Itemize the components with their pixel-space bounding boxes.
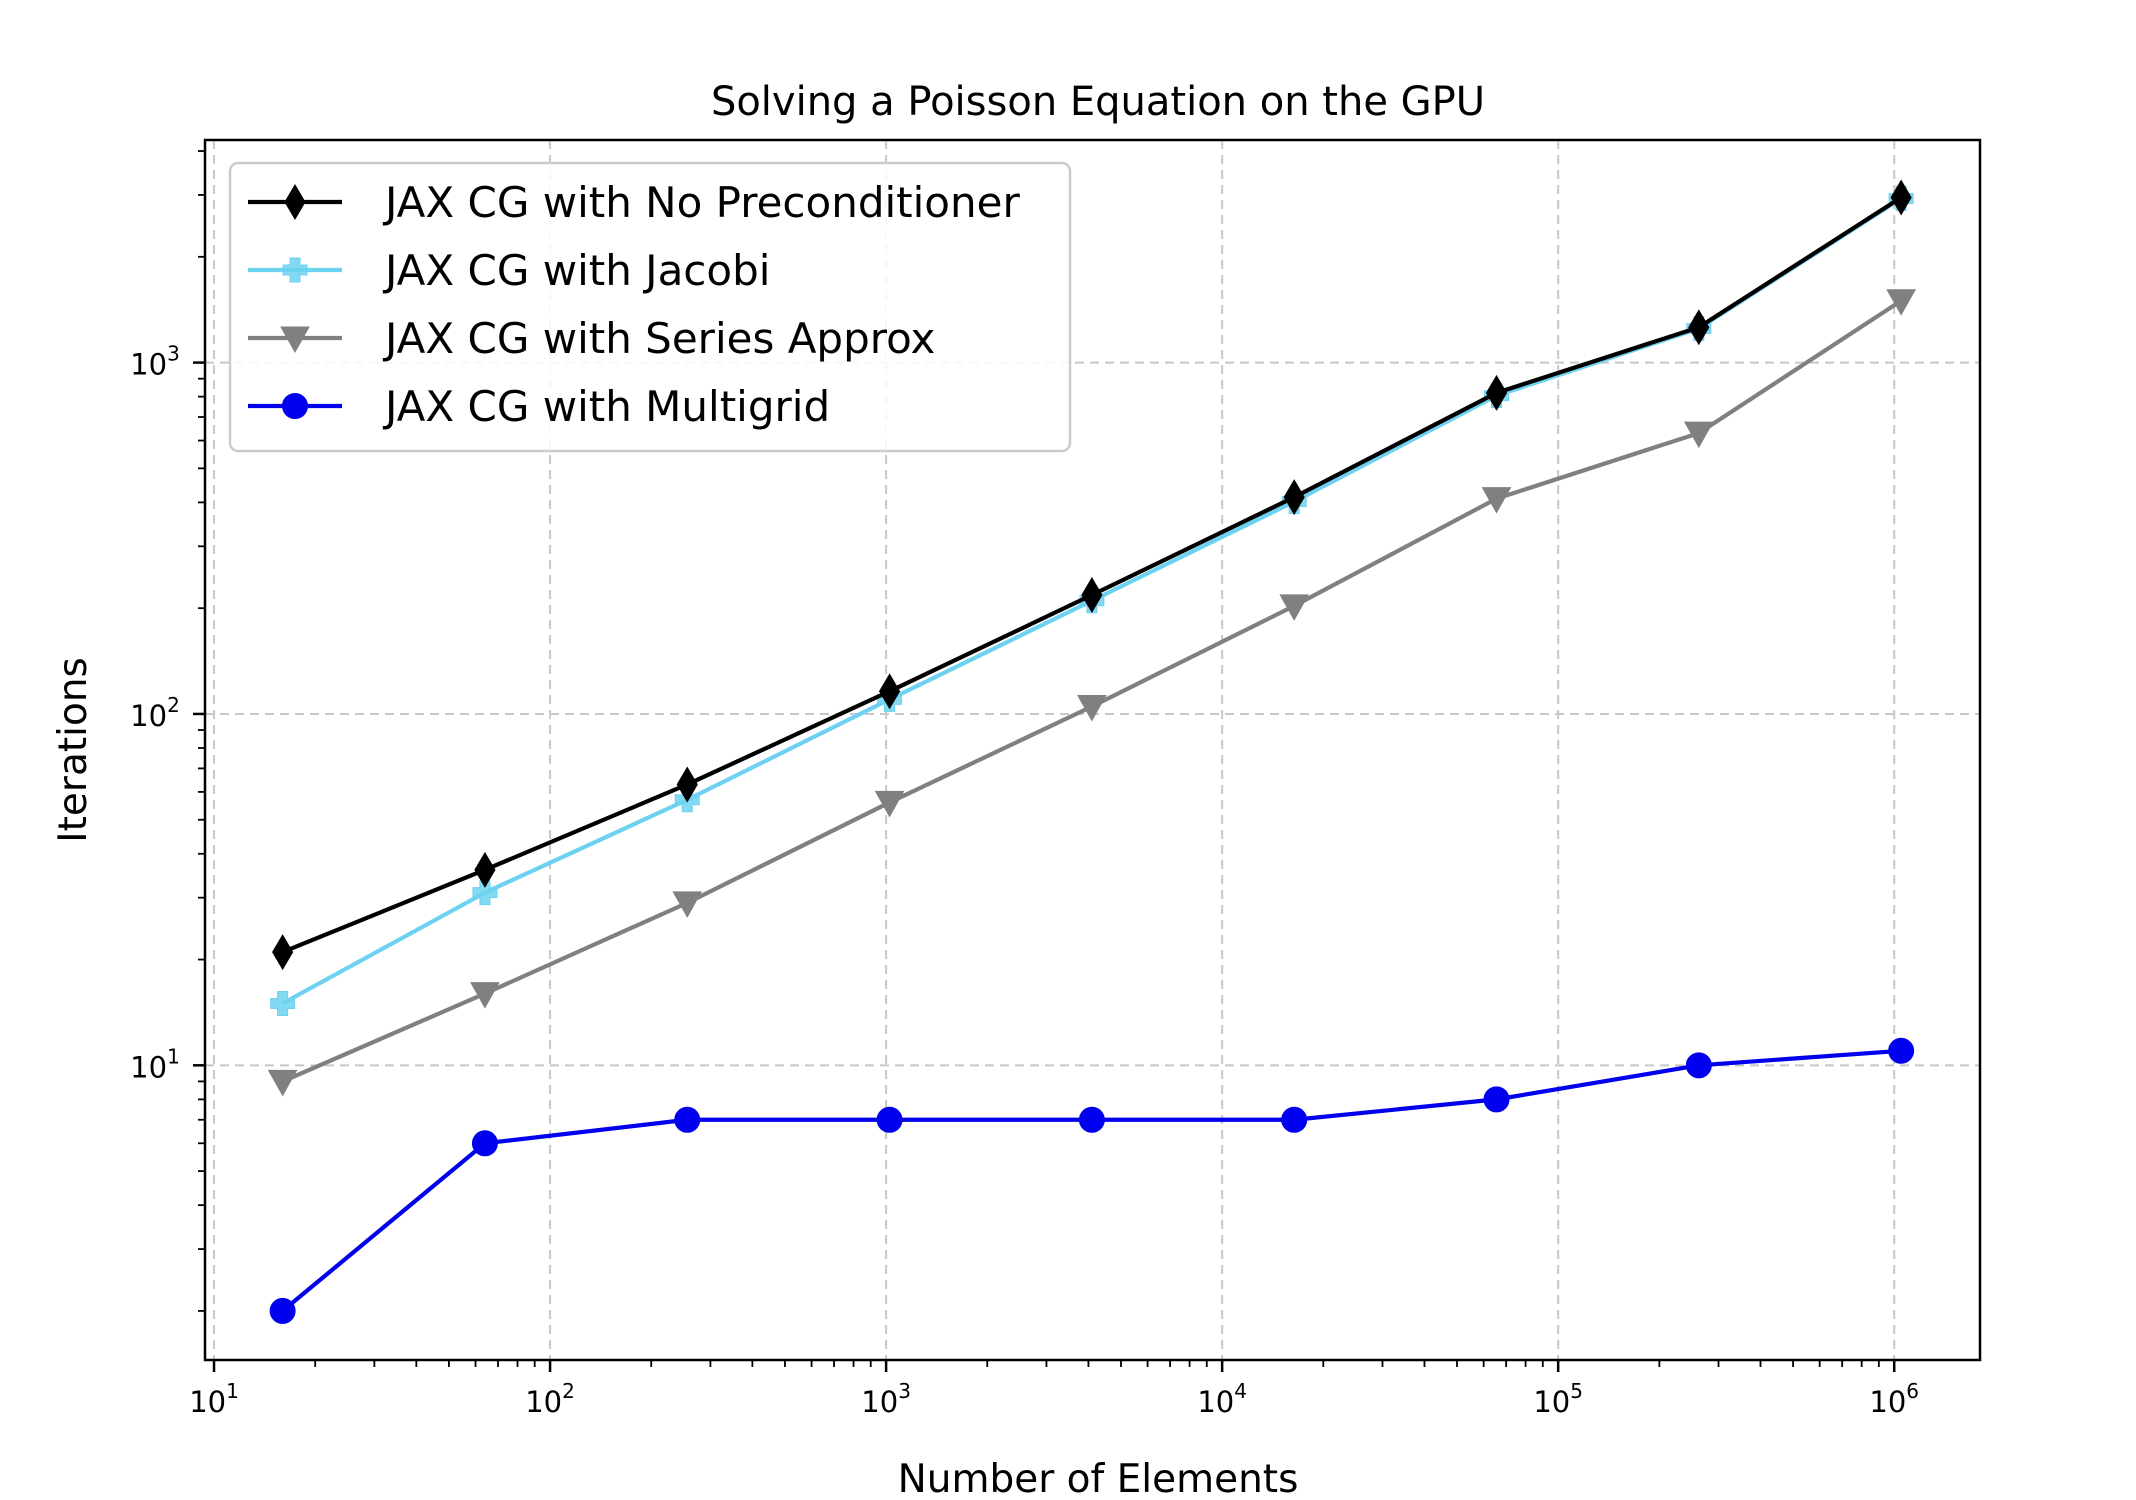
x-tick-label: 106 [1869,1379,1919,1419]
data-point-marker [272,934,294,971]
x-tick-exponent: 4 [1234,1379,1247,1403]
series-layer [267,179,1916,1324]
data-point-marker [270,990,296,1016]
series-2 [267,289,1916,1097]
y-tick-exponent: 1 [167,1044,180,1068]
y-tick-base: 10 [130,699,167,733]
legend-label: JAX CG with Jacobi [382,246,770,295]
legend-marker [284,184,306,220]
chart-title: Solving a Poisson Equation on the GPU [711,79,1485,125]
x-tick-exponent: 6 [1906,1379,1919,1403]
y-tick-label: 103 [130,342,180,382]
legend-marker [282,257,308,283]
data-point-marker [470,982,500,1009]
y-tick-exponent: 3 [167,342,180,366]
data-point-marker [269,1297,296,1324]
legend-label: JAX CG with Series Approx [382,314,935,363]
y-tick-exponent: 2 [167,693,180,717]
x-tick-label: 105 [1533,1379,1583,1419]
legend-entries: JAX CG with No Preconditioner JAX CG with… [248,178,1020,431]
data-point-marker [1081,577,1103,614]
data-point-marker [1485,374,1508,411]
data-point-marker [474,851,496,888]
data-point-marker [876,1106,903,1133]
plot-frame [203,138,1982,1362]
legend-entry: JAX CG with Jacobi [248,246,770,295]
x-tick-exponent: 3 [898,1379,911,1403]
data-point-marker [1688,309,1710,346]
y-tick-label: 101 [130,1044,180,1084]
data-point-marker [1886,289,1916,316]
x-tick-base: 10 [525,1385,562,1419]
data-point-marker [267,1069,298,1097]
data-point-marker [1683,421,1714,449]
series-0 [272,179,1912,971]
series-3 [269,1037,1915,1324]
x-tick-base: 10 [1869,1385,1906,1419]
x-tick-label: 104 [1197,1379,1247,1419]
data-point-marker [874,790,905,818]
legend-entry: JAX CG with No Preconditioner [248,178,1020,227]
x-tick-base: 10 [189,1385,226,1419]
legend-box [228,161,1072,453]
x-tick-base: 10 [1197,1385,1234,1419]
x-axis-title: Number of Elements [898,1457,1299,1500]
data-point-marker [672,891,703,918]
x-tick-label: 103 [861,1379,911,1419]
y-tick-label: 102 [130,693,180,733]
data-point-marker [1483,1086,1510,1113]
y-tick-base: 10 [130,348,167,382]
data-point-marker [1890,179,1912,216]
y-tick-base: 10 [130,1050,167,1084]
data-point-marker [878,673,901,710]
x-tick-base: 10 [861,1385,898,1419]
legend-label: JAX CG with Multigrid [382,382,830,431]
x-tick-label: 101 [189,1379,239,1419]
data-point-marker [472,880,498,906]
x-tick-exponent: 5 [1570,1379,1583,1403]
legend-entry: JAX CG with Series Approx [248,314,935,363]
legend-entry: JAX CG with Multigrid [248,382,830,431]
data-point-marker [1888,1037,1915,1064]
data-point-marker [471,1130,498,1157]
x-tick-label: 102 [525,1379,575,1419]
legend-marker [280,326,310,354]
data-point-marker [1281,1106,1308,1133]
data-point-marker [1077,695,1107,722]
data-point-marker [1685,1052,1712,1079]
x-tick-exponent: 2 [562,1379,575,1403]
x-tick-exponent: 1 [226,1379,239,1403]
data-point-marker [1078,1106,1105,1133]
legend-label: JAX CG with No Preconditioner [382,178,1020,227]
data-point-marker [676,766,698,803]
data-point-marker [1481,487,1512,514]
x-tick-base: 10 [1533,1385,1570,1419]
data-point-marker [674,1106,701,1133]
y-axis-title: Iterations [51,657,96,843]
data-point-marker [1279,594,1310,621]
legend-marker [282,393,308,419]
series-line [281,1048,1902,1313]
data-point-marker [1283,479,1305,516]
legend: JAX CG with No Preconditioner JAX CG with… [228,161,1072,453]
